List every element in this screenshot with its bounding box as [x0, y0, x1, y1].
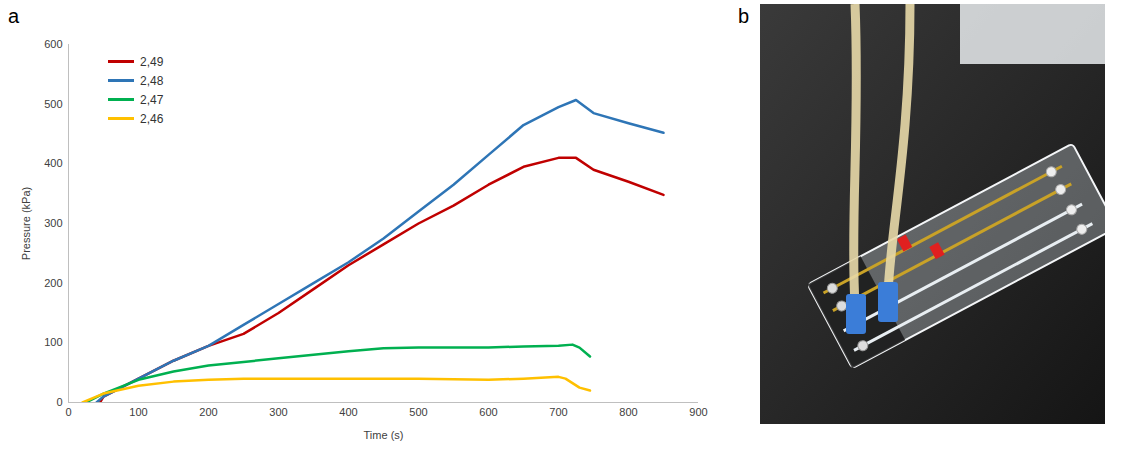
- svg-text:200: 200: [199, 406, 217, 418]
- svg-text:200: 200: [44, 277, 62, 289]
- svg-text:100: 100: [44, 336, 62, 348]
- html-text:2,48: 2,48: [140, 73, 164, 88]
- svg-text:100: 100: [129, 406, 147, 418]
- svg-text:400: 400: [44, 157, 62, 169]
- svg-text:0: 0: [56, 396, 62, 408]
- svg-text:500: 500: [44, 98, 62, 110]
- svg-text:800: 800: [619, 406, 637, 418]
- svg-text:300: 300: [44, 217, 62, 229]
- html-text:2,46: 2,46: [140, 111, 164, 126]
- svg-text:400: 400: [339, 406, 357, 418]
- html-text:2,49: 2,49: [140, 54, 164, 69]
- svg-text:700: 700: [549, 406, 567, 418]
- html-text:2,47: 2,47: [140, 92, 164, 107]
- svg-text:Pressure (kPa): Pressure (kPa): [20, 187, 32, 260]
- svg-text:600: 600: [479, 406, 497, 418]
- svg-text:900: 900: [689, 406, 707, 418]
- svg-text:300: 300: [269, 406, 287, 418]
- html-text:b: b: [738, 5, 750, 27]
- html-text:a: a: [8, 5, 20, 27]
- svg-text:500: 500: [409, 406, 427, 418]
- svg-text:0: 0: [65, 406, 71, 418]
- svg-text:Time (s): Time (s): [364, 429, 404, 441]
- svg-text:600: 600: [44, 38, 62, 50]
